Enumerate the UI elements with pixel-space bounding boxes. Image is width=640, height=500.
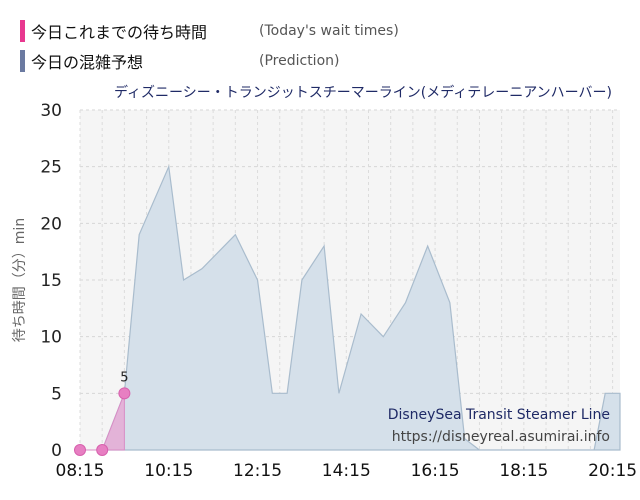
x-tick-label: 12:15 xyxy=(233,461,282,481)
prediction-area xyxy=(101,164,621,451)
today-point xyxy=(96,444,109,456)
y-tick-label: 20 xyxy=(40,214,62,234)
legend-today-label: 今日これまでの待ち時間 xyxy=(31,23,208,42)
watermark-url: https://disneyreal.asumirai.info xyxy=(392,429,610,445)
today-points: 5 xyxy=(74,370,131,456)
legend-prediction: 今日の混雑予想 (Prediction) xyxy=(20,50,339,72)
x-tick-label: 14:15 xyxy=(322,461,371,481)
y-tick-label: 5 xyxy=(51,384,62,404)
legend-today-swatch xyxy=(20,20,25,42)
today-point xyxy=(118,387,131,400)
today-point xyxy=(74,444,86,456)
x-ticks: 08:15 10:15 12:15 14:15 16:15 18:15 20:15 xyxy=(56,461,638,481)
legend-today: 今日これまでの待ち時間 (Today's wait times) xyxy=(20,20,399,42)
x-tick-label: 16:15 xyxy=(411,461,460,481)
y-axis-label: 待ち時間（分）min xyxy=(12,218,28,342)
x-tick-label: 10:15 xyxy=(144,461,193,481)
legend-today-sub: (Today's wait times) xyxy=(259,23,399,39)
legend-prediction-label: 今日の混雑予想 xyxy=(31,53,144,72)
x-tick-label: 20:15 xyxy=(588,461,637,481)
today-data-label: 5 xyxy=(120,370,128,385)
legend-prediction-swatch xyxy=(20,50,25,72)
y-tick-label: 0 xyxy=(51,441,62,461)
y-tick-label: 30 xyxy=(40,101,62,121)
y-ticks: 0 5 10 15 20 25 30 xyxy=(40,101,62,461)
watermark-name: DisneySea Transit Steamer Line xyxy=(388,407,610,423)
chart-title: ディズニーシー・トランジットスチーマーライン(メディテレーニアンハーバー) xyxy=(114,84,612,101)
y-tick-label: 10 xyxy=(40,328,62,348)
y-tick-label: 15 xyxy=(40,271,62,291)
legend-prediction-sub: (Prediction) xyxy=(259,53,340,69)
x-tick-label: 18:15 xyxy=(499,461,548,481)
x-tick-label: 08:15 xyxy=(56,461,105,481)
y-tick-label: 25 xyxy=(40,158,62,178)
